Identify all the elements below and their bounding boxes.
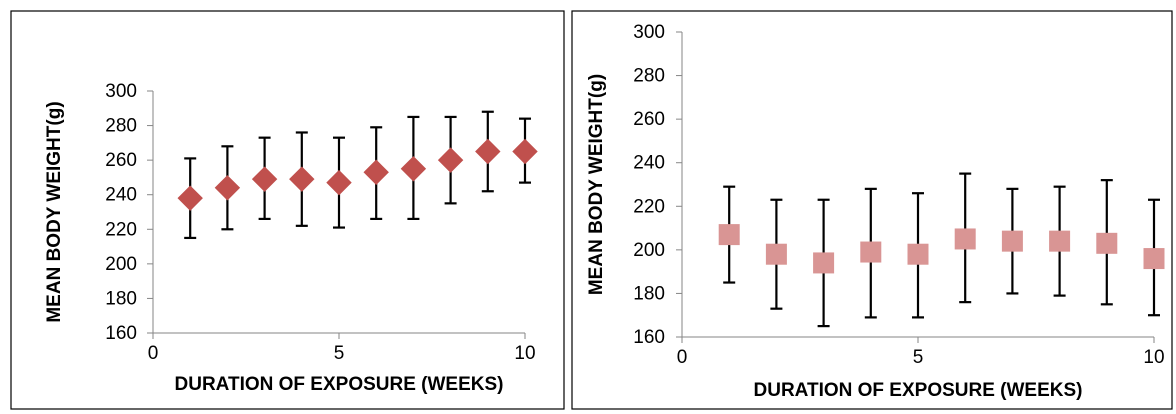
data-point-diamond bbox=[400, 156, 427, 182]
data-point-diamond bbox=[251, 166, 278, 192]
x-axis-title: DURATION OF EXPOSURE (WEEKS) bbox=[754, 380, 1083, 401]
data-point-square bbox=[1001, 230, 1023, 252]
y-tick-label: 260 bbox=[105, 150, 137, 171]
data-point-square bbox=[1049, 230, 1071, 252]
right-chart: 160 180 200 220 240 260 280 300 0 5 10 DURATION OF … bbox=[586, 22, 1165, 401]
x-tick-label: 10 bbox=[1143, 347, 1164, 368]
y-axis-title: MEAN BODY WEIGHT(g) bbox=[586, 74, 607, 295]
data-point-square bbox=[1143, 248, 1165, 270]
right-panel-frame bbox=[571, 10, 1173, 410]
y-tick-label: 160 bbox=[633, 327, 665, 348]
y-tick-label: 260 bbox=[633, 109, 665, 130]
data-point-diamond bbox=[512, 138, 538, 165]
data-point-diamond bbox=[437, 147, 464, 173]
data-point-square bbox=[860, 241, 882, 263]
y-tick-label: 300 bbox=[633, 22, 665, 43]
x-tick-label: 5 bbox=[334, 343, 345, 364]
data-point-square bbox=[954, 228, 976, 250]
data-point-square bbox=[1096, 232, 1118, 254]
y-axis-title: MEAN BODY WEIGHT(g) bbox=[44, 101, 65, 322]
data-point-diamond bbox=[289, 166, 315, 192]
y-tick-label: 220 bbox=[633, 196, 665, 217]
left-panel-frame bbox=[10, 10, 565, 410]
data-point-square bbox=[907, 243, 929, 265]
x-tick-label: 0 bbox=[148, 343, 159, 364]
x-axis-title: DURATION OF EXPOSURE (WEEKS) bbox=[175, 374, 504, 395]
x-tick-label: 0 bbox=[677, 347, 688, 368]
y-tick-label: 160 bbox=[105, 323, 137, 344]
data-point-diamond bbox=[326, 169, 352, 196]
y-tick-label: 180 bbox=[105, 288, 137, 309]
y-tick-label: 200 bbox=[105, 254, 137, 275]
data-point-square bbox=[718, 224, 740, 246]
y-tick-label: 240 bbox=[105, 185, 137, 206]
data-point-diamond bbox=[475, 138, 501, 165]
y-tick-label: 220 bbox=[105, 219, 137, 240]
y-tick-label: 300 bbox=[105, 81, 137, 102]
data-point-square bbox=[765, 243, 787, 265]
data-point-diamond bbox=[214, 175, 241, 201]
y-tick-label: 280 bbox=[105, 116, 137, 137]
data-point-diamond bbox=[363, 159, 389, 185]
y-tick-label: 280 bbox=[633, 66, 665, 87]
left-chart: 160 180 200 220 240 260 280 300 0 5 10 DURATION OF … bbox=[44, 81, 538, 395]
x-tick-label: 5 bbox=[913, 347, 924, 368]
data-point-square bbox=[813, 252, 835, 274]
y-tick-label: 180 bbox=[633, 283, 665, 304]
y-tick-label: 240 bbox=[633, 153, 665, 174]
x-tick-label: 10 bbox=[514, 343, 535, 364]
data-point-diamond bbox=[177, 185, 203, 211]
y-tick-label: 200 bbox=[633, 240, 665, 261]
